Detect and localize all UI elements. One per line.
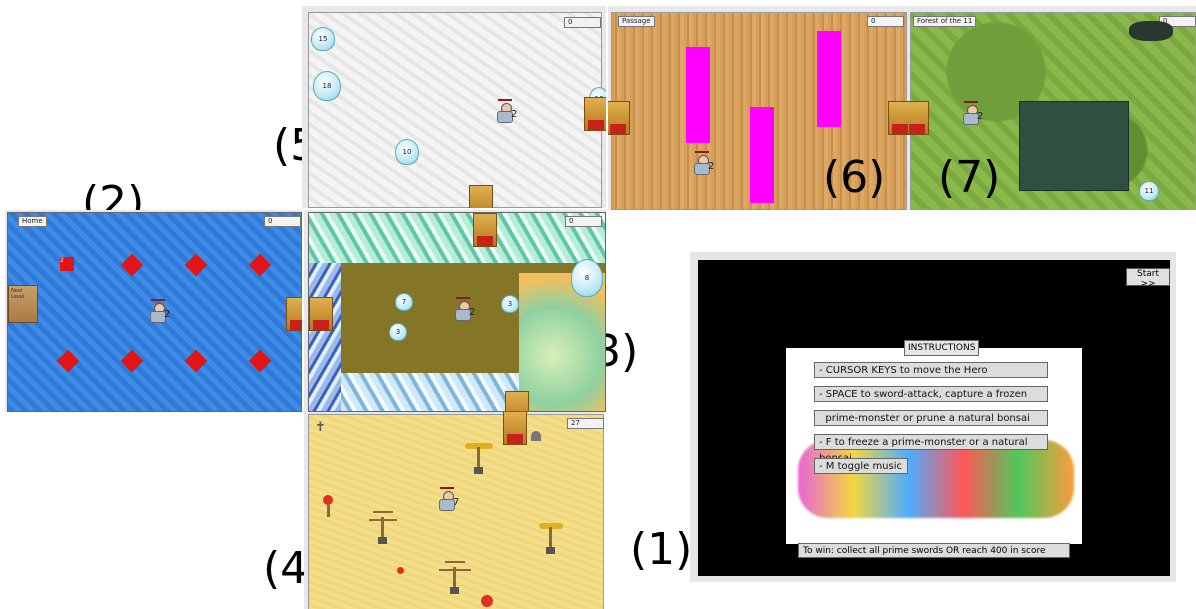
crystal-top — [309, 213, 605, 263]
instructions-title: INSTRUCTIONS — [904, 340, 980, 356]
hero: 2 — [692, 151, 714, 175]
hero: 7 — [437, 487, 459, 511]
dark-pond — [1129, 21, 1173, 41]
hero: 2 — [495, 99, 517, 123]
label-panel-7: (7) — [938, 152, 1001, 203]
red-diamond — [248, 253, 272, 277]
grave-cross-icon: ✝ — [315, 420, 326, 435]
door — [503, 412, 527, 445]
score-display: 0 — [264, 216, 301, 227]
instructions-card: - CURSOR KEYS to move the Hero - SPACE t… — [786, 348, 1082, 544]
red-diamond — [120, 349, 144, 373]
label-panel-6: (6) — [823, 152, 886, 203]
red-square: 2 — [60, 257, 74, 271]
level-title: Passage — [618, 16, 655, 27]
score-display: 0 — [564, 17, 601, 28]
hero: 2 — [148, 299, 170, 323]
instruction-line: - F to freeze a prime-monster or a natur… — [814, 434, 1048, 464]
monster: 15 — [311, 27, 335, 51]
apple — [397, 567, 404, 574]
next-level-sign: Next Level — [8, 285, 38, 323]
score-display: 27 — [567, 418, 604, 429]
bonsai-tree — [459, 435, 499, 475]
instruction-line: - M toggle music — [814, 458, 908, 474]
level-title: Forest of the 11 — [913, 16, 977, 27]
magenta-wall — [817, 31, 841, 127]
monster: 7 — [395, 293, 413, 311]
red-diamond — [184, 253, 208, 277]
win-condition: To win: collect all prime swords OR reac… — [798, 543, 1070, 558]
bonsai-tree — [531, 515, 571, 555]
colorful-puzzle-pieces — [798, 440, 1074, 518]
start-button[interactable]: Start >> — [1126, 268, 1170, 289]
instruction-line: - CURSOR KEYS to move the Hero — [814, 362, 1048, 378]
magenta-wall — [686, 47, 710, 143]
door — [473, 213, 497, 247]
apple — [481, 595, 493, 607]
hero: 2 — [961, 101, 983, 125]
door — [888, 101, 908, 135]
label-panel-1: (1) — [630, 524, 693, 575]
instruction-line: prime-monster or prune a natural bonsai — [814, 410, 1048, 426]
magenta-wall — [750, 107, 774, 203]
tombstone-icon — [531, 431, 541, 441]
hero: 2 — [453, 297, 475, 321]
level-title: Home — [18, 216, 47, 227]
panel-crystal-level: 0 7 3 3 8 2 — [304, 210, 606, 412]
door — [908, 101, 929, 135]
red-diamond — [248, 349, 272, 373]
door — [608, 101, 630, 135]
panel-forest-level: Forest of the 11 0 11 2 — [908, 6, 1196, 210]
door — [469, 185, 493, 208]
bonsai-tree — [363, 505, 403, 545]
panel-home-level: Home 0 2 Next Level 2 — [5, 210, 302, 412]
monster: 8 — [571, 259, 603, 297]
score-display: 0 — [565, 216, 602, 227]
door — [584, 97, 606, 131]
monster: 10 — [395, 139, 419, 165]
door — [505, 391, 529, 411]
instruction-line: - SPACE to sword-attack, capture a froze… — [814, 386, 1048, 402]
panel-passage-level: Passage 0 2 — [608, 6, 908, 210]
monster: 3 — [501, 295, 519, 313]
panel-sand-level: 27 ✝ 7 — [304, 412, 604, 609]
dark-field — [1019, 101, 1129, 191]
score-display: 0 — [867, 16, 904, 27]
monster: 3 — [389, 323, 407, 341]
bonsai-tree — [435, 555, 475, 595]
red-diamond — [120, 253, 144, 277]
door — [286, 297, 302, 331]
red-diamond — [56, 349, 80, 373]
door — [309, 297, 333, 331]
crystal-left — [309, 263, 341, 411]
monster: 11 — [1139, 181, 1159, 201]
panel-instructions-screen: Start >> INSTRUCTIONS - CURSOR KEYS to m… — [690, 252, 1176, 582]
monster: 18 — [313, 71, 341, 101]
red-diamond — [184, 349, 208, 373]
panel-snow-level: 0 15 18 10 16 2 — [302, 6, 606, 208]
bonsai-tree — [319, 489, 339, 529]
